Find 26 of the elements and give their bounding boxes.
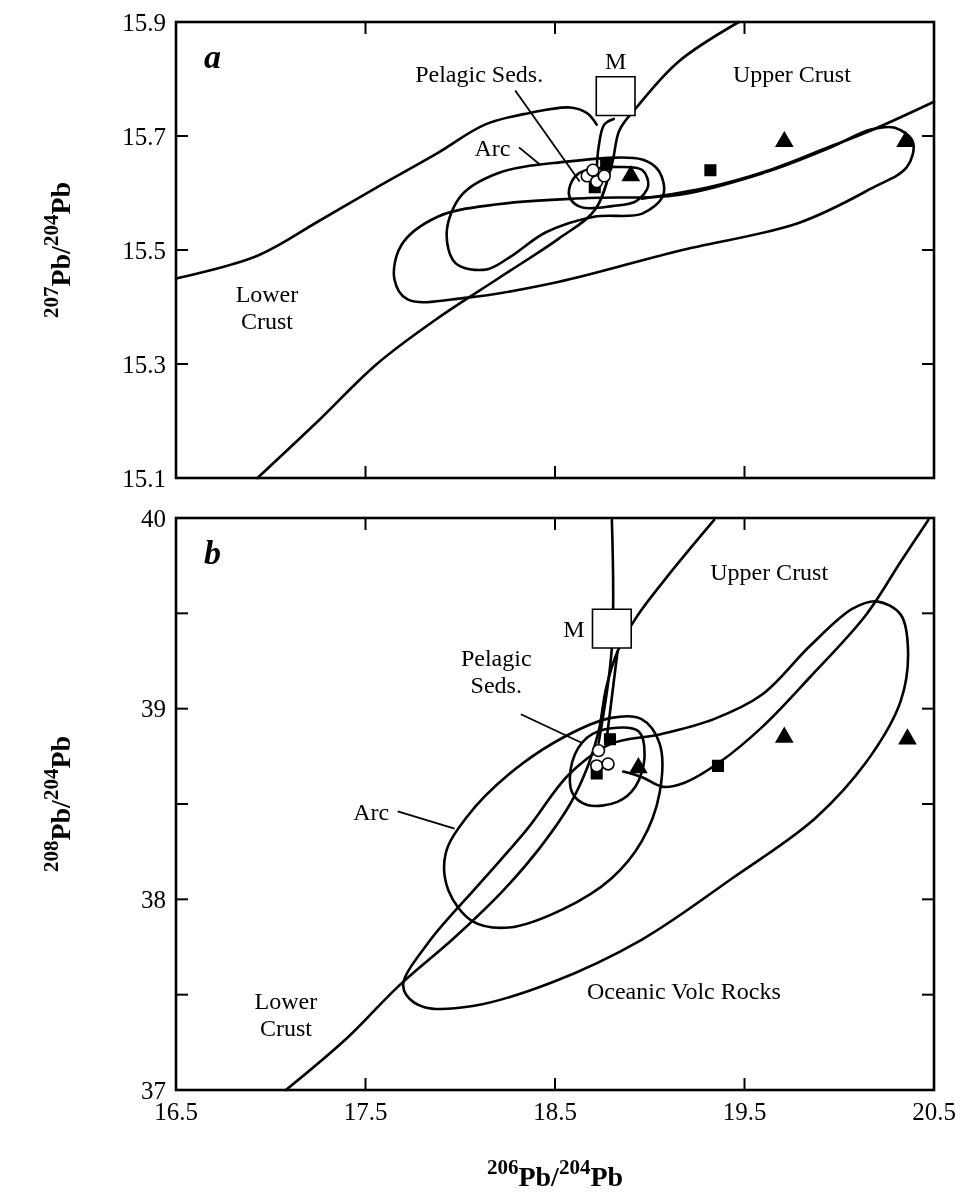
text: b xyxy=(204,534,221,571)
y-tick-label: 15.3 xyxy=(122,350,166,378)
x-tick-label: 17.5 xyxy=(343,1098,388,1125)
x-axis-title: $^{206}$Pb/$^{204}$Pb xyxy=(486,1155,624,1192)
text: a xyxy=(204,38,221,75)
annotation: Upper Crust xyxy=(732,60,852,87)
y-tick-label: 15.5 xyxy=(122,236,166,264)
x-tick-label: 19.5 xyxy=(722,1098,767,1125)
annotation: Arc xyxy=(474,134,511,161)
y-tick-label: 38 xyxy=(141,886,166,914)
series-label: M xyxy=(563,615,585,642)
y-tick-label: 15.7 xyxy=(122,122,166,150)
x-tick-label: 18.5 xyxy=(533,1098,577,1125)
y-tick-label: 15.1 xyxy=(122,464,166,492)
annotation: Upper Crust xyxy=(710,558,829,585)
y-tick-label: 40 xyxy=(141,504,166,532)
annotation: Pelagic Seds. xyxy=(415,60,544,87)
annotation: Lower Crust xyxy=(235,281,299,335)
annotation: Pelagic Seds. xyxy=(460,645,532,699)
annotation: Arc xyxy=(353,798,390,825)
y-tick-label: 39 xyxy=(141,695,166,723)
series-label: M xyxy=(604,47,627,74)
annotation: Lower Crust xyxy=(254,988,318,1042)
x-tick-label: 20.5 xyxy=(912,1098,956,1125)
y-tick-label: 15.9 xyxy=(122,8,166,36)
annotation: Oceanic Volc Rocks xyxy=(586,978,781,1005)
